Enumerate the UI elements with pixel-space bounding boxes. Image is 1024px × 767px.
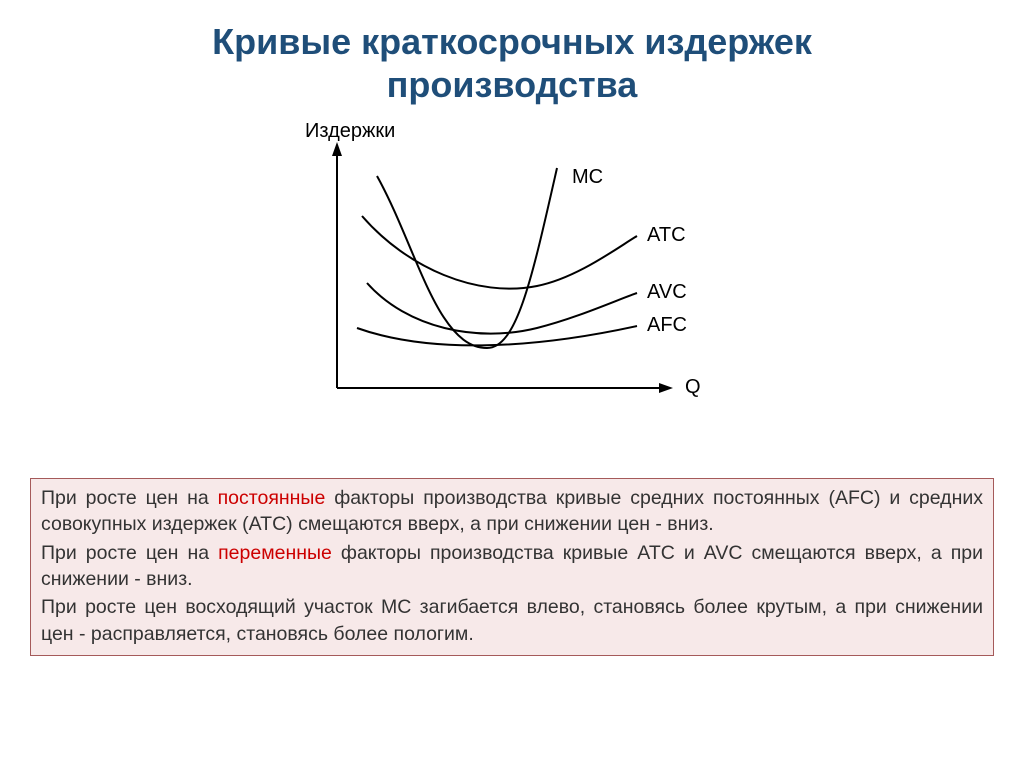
curve-avc: [367, 283, 637, 334]
cost-curves-chart: Издержки MC ATC AVC AFC Q: [277, 128, 747, 418]
label-mc: MC: [572, 166, 603, 189]
paragraph-1: При росте цен на постоянные факторы прои…: [41, 485, 983, 538]
x-axis-label: Q: [685, 376, 701, 399]
chart-svg: [277, 128, 747, 418]
paragraph-2: При росте цен на переменные факторы прои…: [41, 540, 983, 593]
y-axis-arrow: [332, 142, 342, 156]
page-title: Кривые краткосрочных издержек производст…: [0, 20, 1024, 106]
title-line-2: производства: [387, 64, 638, 105]
paragraph-3: При росте цен восходящий участок MC заги…: [41, 594, 983, 647]
x-axis-arrow: [659, 383, 673, 393]
explanation-box: При росте цен на постоянные факторы прои…: [30, 478, 994, 656]
p2-part-a: При росте цен на: [41, 542, 218, 564]
label-atc: ATC: [647, 224, 686, 247]
curve-mc: [377, 168, 557, 348]
label-afc: AFC: [647, 314, 687, 337]
title-line-1: Кривые краткосрочных издержек: [212, 21, 812, 62]
y-axis-label: Издержки: [305, 120, 395, 143]
curve-atc: [362, 216, 637, 289]
curve-afc: [357, 326, 637, 345]
p1-red: постоянные: [218, 487, 326, 509]
label-avc: AVC: [647, 281, 687, 304]
p1-part-a: При росте цен на: [41, 487, 218, 509]
axes: [332, 142, 673, 393]
p2-red: переменные: [218, 542, 332, 564]
